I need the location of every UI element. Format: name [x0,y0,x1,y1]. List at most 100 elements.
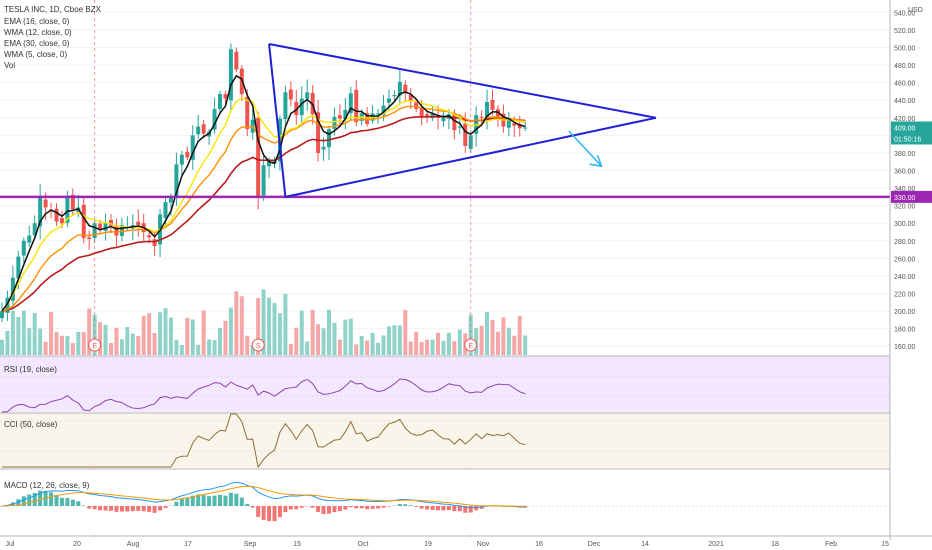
grid [0,11,890,347]
volume-bar [495,331,500,355]
macd-hist-bar [76,501,81,506]
volume-bar [103,324,108,355]
projection-arrowhead [589,154,603,168]
volume-bar [452,341,457,355]
price-tick-label: 360.00 [894,169,916,176]
volume-bar [348,318,353,355]
price-tick-label: 520.00 [894,28,916,35]
macd-hist-bar [158,506,163,511]
time-tick-label: 20 [73,541,81,548]
candle-body [283,92,288,120]
macd-hist-bar [299,506,304,508]
time-tick-label: 15 [293,541,301,548]
candle-body [305,92,310,99]
candle-body [321,146,326,150]
volume-bar [250,344,255,355]
candle-body [98,223,103,231]
volume-bar [468,314,473,355]
rsi-label: RSI (19, close) [4,365,57,374]
cci-pane [0,413,890,468]
macd-hist-bar [250,506,255,508]
earnings-marker [88,338,102,352]
candle-body [43,199,48,208]
volume-bar [81,332,86,355]
volume-bar [218,327,222,355]
volume-bar [92,314,97,355]
candle-body [174,164,179,198]
volume-bar [59,335,64,355]
candle-body [523,127,528,129]
legend-wma5: WMA (5, close, 0) [4,50,67,59]
legend-vol: Vol [4,61,15,70]
macd-hist-bar [65,497,70,506]
macd-hist-bar [92,506,97,510]
volume-bar [490,320,495,355]
earnings-marker [251,338,265,352]
volume-bar [54,332,59,355]
candle-body [343,109,348,120]
macd-hist-bar [386,506,391,507]
volume-bar [299,310,304,355]
volume-bar [109,343,113,355]
volume-bar [245,335,250,355]
macd-hist-bar [21,496,26,506]
projection-arrow [568,130,603,167]
volume-bar [436,332,440,355]
volume-bar [419,341,424,355]
candle-body [119,224,124,236]
candle-body [21,240,26,256]
rsi-pane [0,356,890,412]
candle-body [245,96,250,130]
volume-bar [321,328,326,355]
volume-bar [0,339,4,355]
volume-bar [27,328,32,355]
candle-body [506,120,511,128]
macd-hist-bar [130,506,135,512]
volume-bar [343,319,348,355]
volume-bar [223,320,228,355]
candle-body [425,114,430,117]
earnings-marker-label: E [468,343,473,350]
candle-body [261,165,266,196]
time-tick-label: Oct [358,541,369,548]
volume-bar [446,332,451,355]
volume-bar [179,344,184,355]
volume-bar [32,312,37,355]
earnings-marker-label: E [92,343,97,350]
price-tick-label: 380.00 [894,151,916,158]
macd-hist-bar [54,495,59,506]
price-tick-label: 260.00 [894,256,916,263]
candle-body [212,109,217,130]
macd-hist-bar [179,498,184,506]
price-tick-label: 340.00 [894,186,916,193]
legend-ema30: EMA (30, close, 0) [4,39,70,48]
support-badge [891,190,932,203]
macd-hist-bar [223,495,228,506]
macd-hist-bar [327,506,331,514]
rsi-line [1,378,526,413]
candle-body [327,129,331,148]
candle-body [256,117,261,197]
macd-hist-bar [294,506,299,510]
volume-bar [501,317,506,355]
volume-bar [386,326,391,355]
candle-body [168,196,173,203]
macd-hist-bar [0,506,4,507]
volume-bar [327,309,331,355]
volume-bar [408,341,413,355]
macd-hist-bar [419,506,424,509]
volume-bar [256,298,261,355]
macd-hist-bar [365,506,370,510]
volume-bar [376,342,381,355]
volume-bar [212,340,217,355]
candle-body [457,126,462,128]
countdown-badge [891,133,932,145]
price-tick-label: 160.00 [894,344,916,351]
volume-bar [365,340,370,355]
candles[interactable] [0,43,528,323]
candle-body [468,135,473,149]
macd-hist-bar [348,506,353,508]
macd-hist-bar [109,506,113,511]
